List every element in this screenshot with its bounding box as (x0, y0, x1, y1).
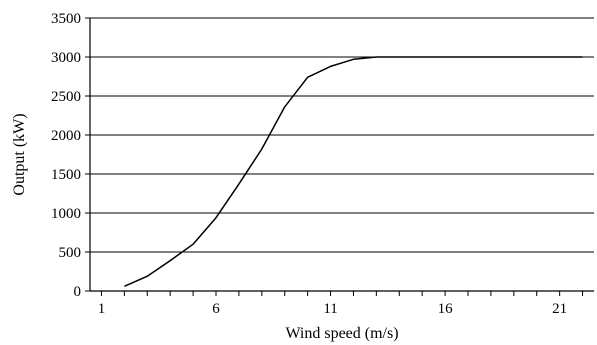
x-tick-label-11: 11 (323, 301, 337, 317)
x-tick-label-21: 21 (552, 301, 567, 317)
y-tick-label-1000: 1000 (51, 206, 81, 222)
axes (89, 18, 594, 292)
series-layer (124, 56, 583, 287)
x-tick-label-6: 6 (212, 301, 220, 317)
x-tick-label-16: 16 (438, 301, 454, 317)
y-axis-title: Output (kW) (11, 113, 28, 195)
x-tick-label-1: 1 (98, 301, 106, 317)
y-tick-label-3500: 3500 (51, 11, 81, 27)
y-tick-label-3000: 3000 (51, 50, 81, 66)
y-tick-label-500: 500 (59, 245, 82, 261)
y-tick-label-2500: 2500 (51, 89, 81, 105)
x-axis-title: Wind speed (m/s) (285, 325, 398, 342)
y-tick-label-2000: 2000 (51, 128, 81, 144)
y-tick-label-0: 0 (74, 284, 82, 300)
series-line-0 (124, 56, 583, 287)
gridlines (90, 17, 594, 253)
y-tick-label-1500: 1500 (51, 167, 81, 183)
